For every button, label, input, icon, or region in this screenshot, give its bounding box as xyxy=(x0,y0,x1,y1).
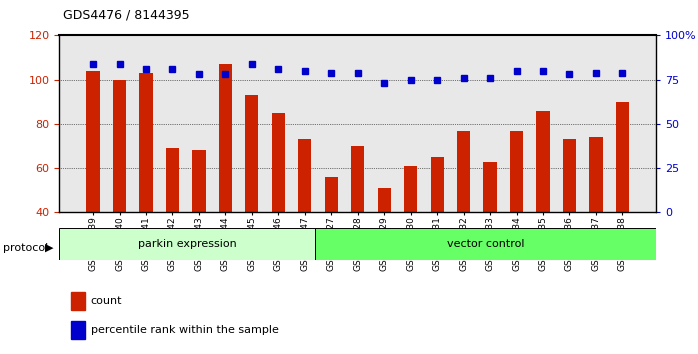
Bar xyxy=(589,137,602,212)
Bar xyxy=(113,80,126,212)
Bar xyxy=(298,139,311,212)
Bar xyxy=(431,157,444,212)
Text: GDS4476 / 8144395: GDS4476 / 8144395 xyxy=(63,9,189,22)
Bar xyxy=(245,95,258,212)
Bar xyxy=(536,110,549,212)
Text: percentile rank within the sample: percentile rank within the sample xyxy=(91,325,279,335)
Bar xyxy=(484,161,497,212)
Bar xyxy=(404,166,417,212)
Bar xyxy=(71,321,84,339)
Text: protocol: protocol xyxy=(3,243,49,253)
Bar xyxy=(616,102,629,212)
Bar xyxy=(166,148,179,212)
Bar xyxy=(218,64,232,212)
Bar xyxy=(71,292,84,310)
Text: count: count xyxy=(91,296,122,306)
Bar xyxy=(351,146,364,212)
Bar xyxy=(140,73,153,212)
Bar xyxy=(87,71,100,212)
FancyBboxPatch shape xyxy=(59,228,315,260)
Bar xyxy=(457,131,470,212)
Text: ▶: ▶ xyxy=(45,243,54,253)
Bar xyxy=(378,188,391,212)
Bar xyxy=(325,177,338,212)
FancyBboxPatch shape xyxy=(315,228,656,260)
Bar xyxy=(510,131,523,212)
Text: vector control: vector control xyxy=(447,239,524,249)
Bar xyxy=(563,139,576,212)
Bar xyxy=(272,113,285,212)
Bar xyxy=(193,150,205,212)
Text: parkin expression: parkin expression xyxy=(138,239,237,249)
